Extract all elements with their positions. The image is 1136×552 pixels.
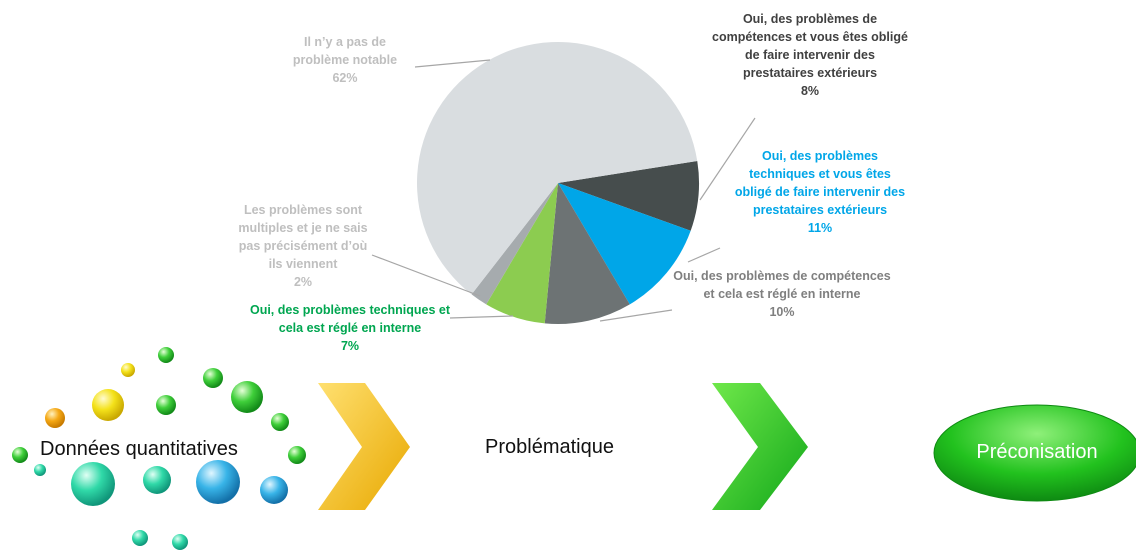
bubble bbox=[156, 395, 176, 415]
slice-label: Oui, des problèmes techniques et vous êt… bbox=[730, 147, 910, 237]
slice-label: Les problèmes sont multiples et je ne sa… bbox=[232, 201, 374, 291]
bubble bbox=[260, 476, 288, 504]
leader-line bbox=[699, 117, 756, 201]
slice-label: Il n’y a pas de problème notable 62% bbox=[285, 33, 405, 87]
value-label: 8% bbox=[800, 84, 820, 98]
flow-step: Données quantitatives bbox=[40, 438, 238, 460]
bubble bbox=[172, 534, 188, 550]
category-label: Oui, des problèmes techniques et cela es… bbox=[249, 303, 451, 335]
bubbles bbox=[12, 347, 306, 550]
bubble bbox=[132, 530, 148, 546]
leader-line bbox=[371, 254, 481, 297]
value-label: 11% bbox=[807, 221, 833, 235]
category-label: Il n’y a pas de problème notable bbox=[292, 35, 398, 67]
bubble bbox=[271, 413, 289, 431]
slice-label: Oui, des problèmes de compétences et vou… bbox=[710, 10, 910, 100]
leader-line bbox=[599, 309, 673, 322]
value-label: 7% bbox=[340, 339, 360, 353]
bubble bbox=[143, 466, 171, 494]
bubble bbox=[158, 347, 174, 363]
bubble bbox=[45, 408, 65, 428]
slice-label: Oui, des problèmes de compétences et cel… bbox=[668, 267, 896, 321]
bubble bbox=[231, 381, 263, 413]
category-label: Oui, des problèmes de compétences et cel… bbox=[673, 269, 891, 301]
value-label: 10% bbox=[769, 305, 795, 319]
category-label: Oui, des problèmes techniques et vous êt… bbox=[734, 149, 906, 217]
value-label: 62% bbox=[332, 71, 358, 85]
pie-slice bbox=[471, 183, 558, 305]
value-label: 2% bbox=[293, 275, 313, 289]
chevron bbox=[318, 383, 410, 510]
leader-lines bbox=[371, 59, 756, 322]
bubble bbox=[12, 447, 28, 463]
leader-line bbox=[414, 59, 491, 68]
bubble bbox=[196, 460, 240, 504]
ellipse-button bbox=[933, 404, 1136, 502]
bubble bbox=[92, 389, 124, 421]
category-label: Les problèmes sont multiples et je ne sa… bbox=[238, 203, 368, 271]
category-label: Oui, des problèmes de compétences et vou… bbox=[712, 12, 908, 80]
pie-slice bbox=[544, 183, 630, 324]
pie-slice bbox=[558, 160, 699, 231]
pie bbox=[416, 41, 699, 324]
leader-line bbox=[687, 247, 721, 263]
bubble bbox=[288, 446, 306, 464]
flow-step: Préconisation bbox=[976, 441, 1098, 463]
bubble bbox=[34, 464, 46, 476]
bubble bbox=[71, 462, 115, 506]
pie-slice bbox=[416, 41, 698, 295]
bubble bbox=[121, 363, 135, 377]
leader-line bbox=[449, 315, 514, 319]
pie-slice bbox=[558, 183, 691, 305]
pie-slice bbox=[486, 183, 558, 324]
slice-label: Oui, des problèmes techniques et cela es… bbox=[240, 301, 460, 355]
flow-step: Problématique bbox=[485, 436, 614, 458]
bubble bbox=[203, 368, 223, 388]
chevron bbox=[712, 383, 808, 510]
